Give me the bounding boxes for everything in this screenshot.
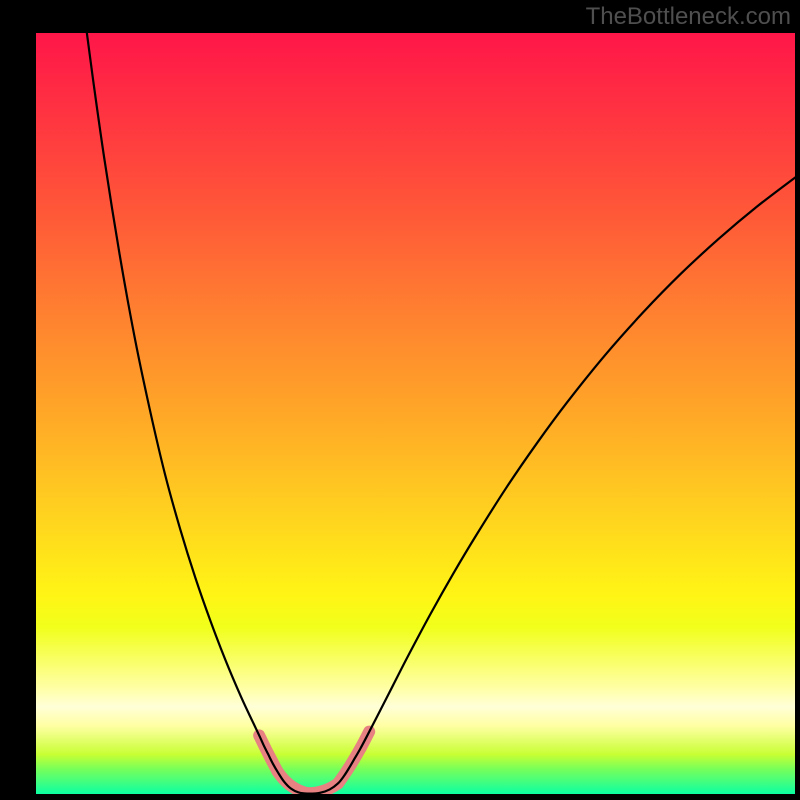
watermark-text: TheBottleneck.com [586,3,791,31]
stage: TheBottleneck.com [0,0,800,800]
plot-svg [36,33,795,794]
plot-area [36,33,795,794]
